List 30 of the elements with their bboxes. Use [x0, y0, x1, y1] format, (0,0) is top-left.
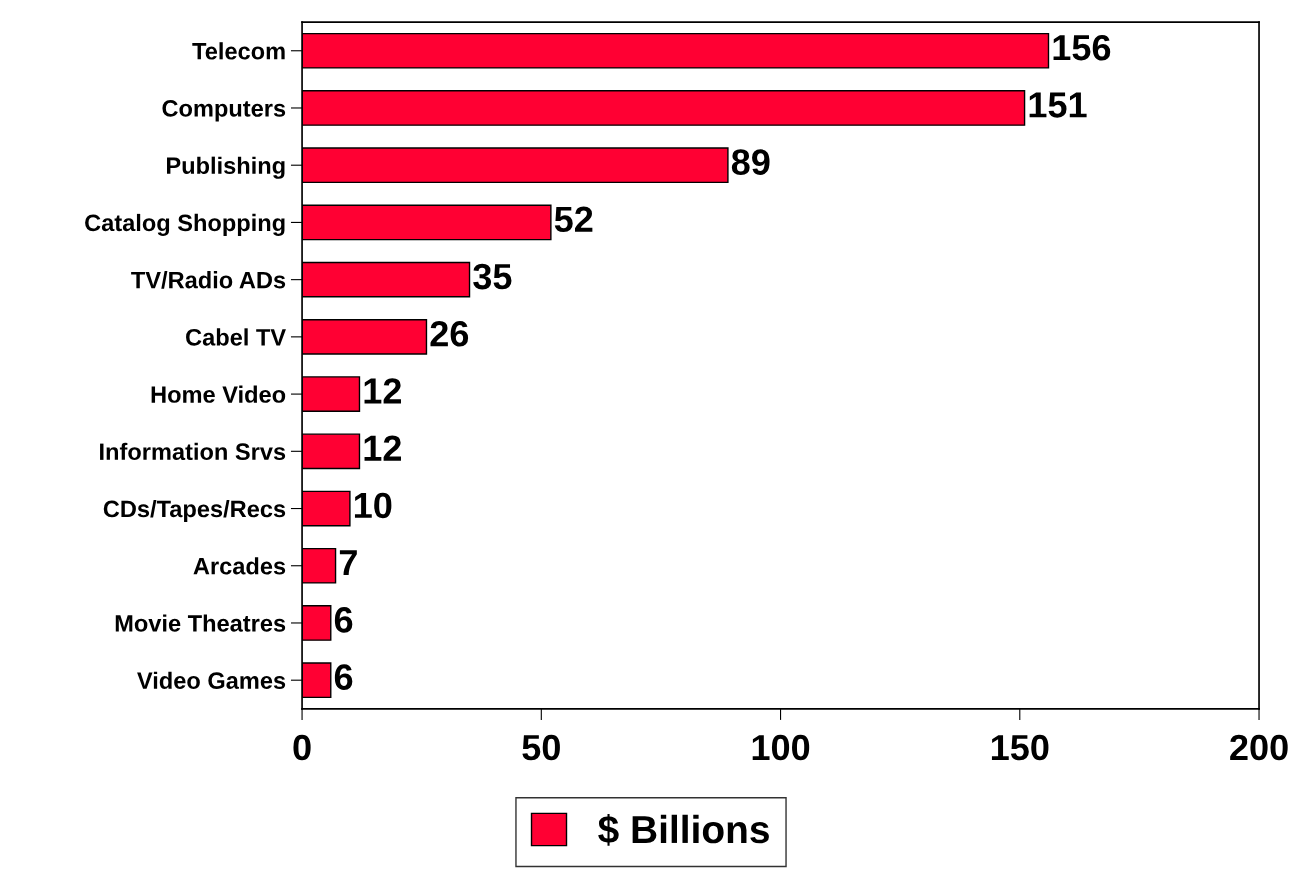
data-label: 12	[364, 435, 401, 461]
y-tick-label: Catalog Shopping	[85, 213, 285, 236]
y-tick-label: Information Srvs	[100, 442, 286, 461]
x-tick-label: 100	[752, 734, 810, 761]
y-tick-label: Arcades	[193, 557, 286, 575]
y-tick-label: Publishing	[167, 156, 285, 179]
data-label: 52	[554, 206, 593, 233]
y-tick-label: Cabel TV	[186, 328, 286, 346]
data-label: 35	[473, 263, 512, 290]
legend-label: $ Billions	[598, 814, 769, 846]
data-label: 151	[1029, 92, 1087, 118]
data-label: 26	[430, 320, 469, 347]
x-tick-label: 200	[1230, 734, 1288, 761]
data-label: 6	[334, 607, 353, 633]
y-tick-label: CDs/Tapes/Recs	[103, 499, 286, 522]
y-tick-label: Video Games	[137, 671, 286, 689]
y-tick-label: Telecom	[192, 42, 285, 60]
x-tick-label: 50	[522, 734, 560, 761]
y-tick-label: Home Video	[151, 385, 286, 403]
data-label: 89	[731, 149, 770, 175]
y-tick-label: TV/Radio ADs	[131, 271, 286, 289]
data-label: 12	[364, 378, 401, 404]
y-tick-label: Computers	[162, 100, 286, 122]
data-label: 7	[339, 550, 357, 576]
y-tick-label: Movie Theatres	[115, 614, 286, 632]
data-label: 10	[354, 492, 392, 519]
x-tick-label: 150	[991, 734, 1049, 761]
data-label: 156	[1053, 34, 1111, 61]
x-tick-label: 0	[293, 734, 311, 761]
data-label: 6	[334, 664, 353, 690]
